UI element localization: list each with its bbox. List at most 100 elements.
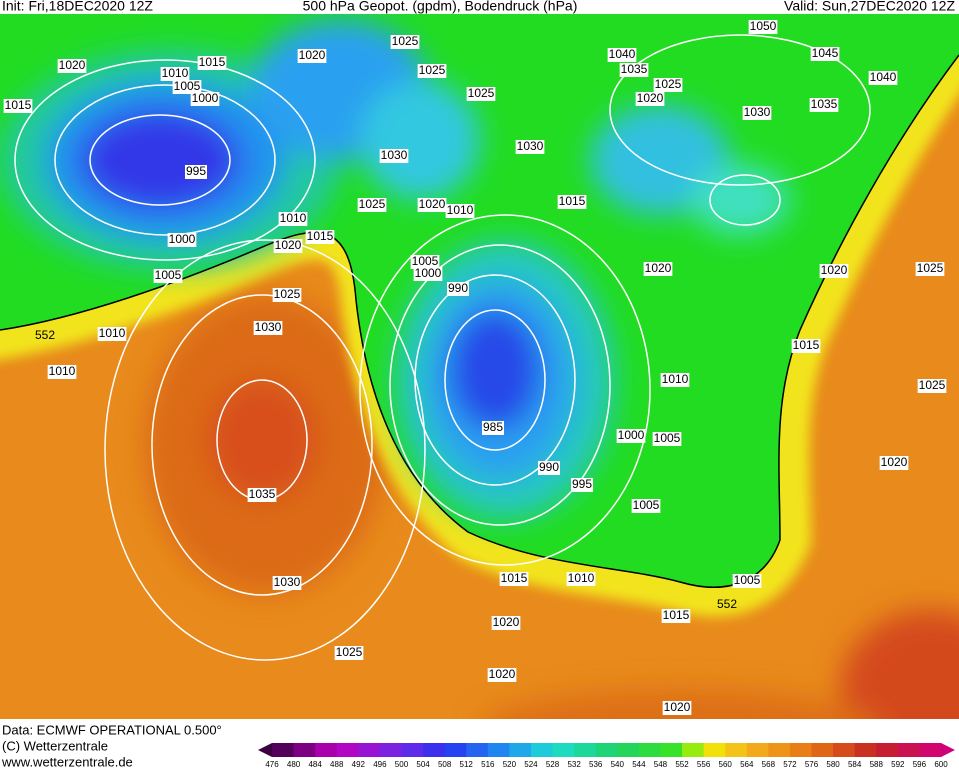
colorbar-tick-label: 528 (546, 760, 560, 769)
label-bg (732, 574, 762, 588)
isobar-label: 1005 (654, 431, 681, 445)
data-source: Data: ECMWF OPERATIONAL 0.500° (2, 722, 222, 737)
isobar-label: 1010 (49, 364, 76, 378)
label-bg (917, 379, 947, 393)
isobar-label: 1015 (663, 608, 690, 622)
isobar-label: 1015 (501, 571, 528, 585)
colorbar-tick-label: 540 (611, 760, 625, 769)
colorbar-tick-label: 580 (826, 760, 840, 769)
isobar-label: 1030 (274, 575, 301, 589)
isobar-label: 995 (186, 164, 206, 178)
colorbar-cell (768, 743, 791, 757)
label-bg (357, 198, 387, 212)
label-bg (487, 668, 517, 682)
label-bg (273, 239, 303, 253)
isobar-label: 1035 (249, 487, 276, 501)
colorbar-tick-label: 488 (330, 760, 344, 769)
website: www.wetterzentrale.de (1, 754, 133, 769)
contour-label: 552 (717, 597, 737, 611)
label-bg (417, 64, 447, 78)
label-bg (566, 572, 596, 586)
isobar-label: 1000 (192, 91, 219, 105)
isobar-label: 1025 (274, 287, 301, 301)
colorbar-tick-label: 524 (524, 760, 538, 769)
isobar-label: 1020 (881, 455, 908, 469)
colorbar-arrow-right (941, 743, 955, 757)
isobar-label: 1030 (744, 105, 771, 119)
label-bg (809, 98, 839, 112)
label-bg (616, 429, 646, 443)
isobar-label: 1015 (199, 55, 226, 69)
isobar-label: 995 (572, 477, 592, 491)
colorbar-arrow-left (258, 743, 272, 757)
isobar-label: 1025 (336, 645, 363, 659)
colorbar-tick-label: 572 (783, 760, 797, 769)
label-bg (570, 478, 594, 492)
copyright: (C) Wetterzentrale (2, 738, 108, 753)
colorbar-tick-label: 584 (848, 760, 862, 769)
label-bg (791, 339, 821, 353)
colorbar-tick-label: 568 (762, 760, 776, 769)
label-bg (57, 59, 87, 73)
isobar-label: 1035 (621, 62, 648, 76)
label-bg (748, 20, 778, 34)
isobar-label: 1005 (633, 498, 660, 512)
isobar-label: 1020 (419, 197, 446, 211)
label-bg (819, 264, 849, 278)
label-bg (915, 262, 945, 276)
label-bg (868, 71, 898, 85)
label-bg (172, 80, 202, 94)
init-text: Init: Fri,18DEC2020 12Z (2, 0, 153, 14)
colorbar-cell (919, 743, 942, 757)
colorbar-tick-label: 556 (697, 760, 711, 769)
colorbar-cell (509, 743, 532, 757)
colorbar-cell (401, 743, 424, 757)
label-bg (445, 204, 475, 218)
colorbar-tick-label: 560 (719, 760, 733, 769)
isobar-label: 1000 (415, 266, 442, 280)
map-field (0, 14, 959, 720)
colorbar-cell (444, 743, 467, 757)
colorbar-cell (574, 743, 597, 757)
isobar-label: 1020 (59, 58, 86, 72)
isobar-label: 1025 (419, 63, 446, 77)
label-bg (390, 35, 420, 49)
isobar-label: 1010 (662, 372, 689, 386)
label-bg (653, 78, 683, 92)
isobar-label: 1005 (734, 573, 761, 587)
contour-label: 552 (35, 328, 55, 342)
colorbar-cell (789, 743, 813, 757)
label-bg (278, 212, 308, 226)
isobar-label: 1025 (359, 197, 386, 211)
isobar-label: 1020 (664, 700, 691, 714)
isobar-label: 1025 (655, 77, 682, 91)
colorbar-cell (833, 743, 856, 757)
isobar-label: 1025 (468, 86, 495, 100)
label-bg (190, 92, 220, 106)
colorbar-cell (725, 743, 748, 757)
colorbar-cell (487, 743, 510, 757)
label-bg (247, 488, 277, 502)
colorbar-cell (336, 743, 359, 757)
label-bg (160, 67, 190, 81)
isobar-label: 1025 (917, 261, 944, 275)
colorbar-cell (379, 743, 402, 757)
label-bg (662, 701, 692, 715)
colorbar-tick-label: 552 (675, 760, 689, 769)
label-bg (446, 282, 470, 296)
colorbar-tick-label: 532 (567, 760, 581, 769)
colorbar-tick-label: 484 (308, 760, 322, 769)
label-bg (635, 92, 665, 106)
isobar-label: 1015 (559, 194, 586, 208)
isobar-label: 1010 (568, 571, 595, 585)
label-bg (879, 456, 909, 470)
colorbar-tick-label: 576 (805, 760, 819, 769)
colorbar-cell (811, 743, 834, 757)
isobar-label: 1020 (821, 263, 848, 277)
label-bg (619, 63, 649, 77)
colorbar-cell (272, 743, 295, 757)
label-bg (413, 267, 443, 281)
label-bg (661, 609, 691, 623)
label-bg (515, 140, 545, 154)
